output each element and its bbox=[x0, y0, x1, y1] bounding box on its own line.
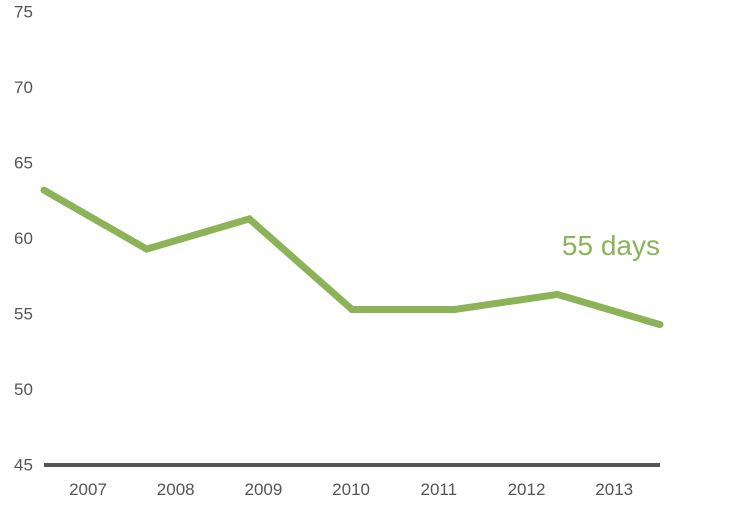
y-tick-label: 50 bbox=[14, 380, 33, 399]
x-tick-label: 2012 bbox=[508, 480, 546, 499]
y-tick-label: 45 bbox=[14, 456, 33, 475]
x-tick-label: 2010 bbox=[332, 480, 370, 499]
data-point-2013 bbox=[656, 321, 664, 329]
data-point-2009 bbox=[245, 215, 253, 223]
series-points bbox=[40, 186, 664, 329]
x-tick-label: 2009 bbox=[244, 480, 282, 499]
y-tick-label: 70 bbox=[14, 78, 33, 97]
x-tick-label: 2013 bbox=[595, 480, 633, 499]
y-tick-label: 65 bbox=[14, 154, 33, 173]
y-tick-label: 75 bbox=[14, 3, 33, 22]
data-point-2012 bbox=[553, 290, 561, 298]
data-point-2007 bbox=[40, 186, 48, 194]
y-axis-ticks: 75 70 65 60 55 50 45 bbox=[14, 3, 33, 475]
x-tick-label: 2008 bbox=[157, 480, 195, 499]
x-tick-label: 2007 bbox=[69, 480, 107, 499]
annotation-label: 55 days bbox=[562, 230, 660, 261]
data-point-2008 bbox=[143, 245, 151, 253]
y-tick-label: 55 bbox=[14, 305, 33, 324]
y-tick-label: 60 bbox=[14, 229, 33, 248]
data-point-2010 bbox=[348, 305, 356, 313]
data-point-2011 bbox=[451, 305, 459, 313]
x-tick-label: 2011 bbox=[421, 480, 458, 499]
x-axis-ticks: 2007 2008 2009 2010 2011 2012 2013 bbox=[69, 480, 633, 499]
